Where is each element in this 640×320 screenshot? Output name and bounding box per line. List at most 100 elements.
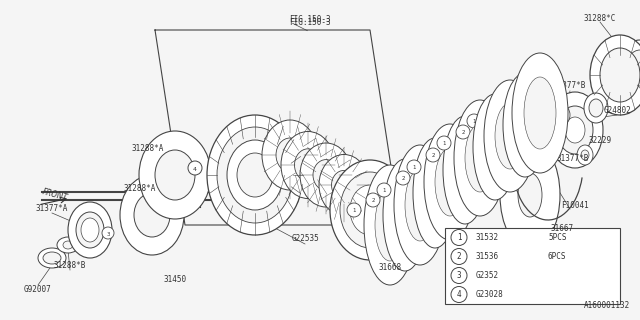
- Ellipse shape: [332, 171, 356, 200]
- Ellipse shape: [473, 94, 517, 200]
- Ellipse shape: [134, 193, 170, 237]
- Ellipse shape: [467, 114, 481, 128]
- Ellipse shape: [554, 105, 570, 125]
- Ellipse shape: [319, 155, 369, 215]
- Ellipse shape: [502, 125, 518, 147]
- Ellipse shape: [139, 131, 211, 219]
- Text: 31288*C: 31288*C: [584, 13, 616, 22]
- Ellipse shape: [454, 100, 506, 216]
- Text: 31667: 31667: [550, 223, 573, 233]
- Bar: [445, 228, 620, 304]
- Ellipse shape: [227, 140, 283, 210]
- Text: 31450: 31450: [163, 276, 187, 284]
- Ellipse shape: [63, 241, 73, 249]
- Ellipse shape: [405, 169, 435, 241]
- Text: 2: 2: [461, 130, 465, 134]
- Text: 31377*B: 31377*B: [557, 154, 589, 163]
- Ellipse shape: [442, 171, 458, 193]
- Text: 31288*A: 31288*A: [124, 183, 156, 193]
- Ellipse shape: [396, 171, 410, 185]
- Text: G23028: G23028: [476, 290, 504, 299]
- Ellipse shape: [340, 172, 400, 248]
- Ellipse shape: [456, 125, 470, 139]
- Circle shape: [451, 268, 467, 284]
- Ellipse shape: [512, 53, 568, 173]
- Text: A160001132: A160001132: [584, 301, 630, 310]
- Ellipse shape: [581, 150, 589, 160]
- Ellipse shape: [102, 227, 114, 239]
- Ellipse shape: [626, 50, 640, 86]
- Text: FIG.150-3: FIG.150-3: [289, 18, 331, 27]
- Ellipse shape: [428, 182, 442, 204]
- Ellipse shape: [618, 40, 640, 96]
- Text: 1: 1: [500, 95, 504, 100]
- Ellipse shape: [237, 153, 273, 197]
- Ellipse shape: [81, 218, 99, 242]
- Ellipse shape: [57, 237, 79, 253]
- Ellipse shape: [590, 35, 640, 115]
- Text: 31377*A: 31377*A: [36, 204, 68, 212]
- Ellipse shape: [518, 115, 532, 135]
- Ellipse shape: [68, 202, 112, 258]
- Ellipse shape: [313, 160, 339, 190]
- Ellipse shape: [217, 127, 293, 223]
- Ellipse shape: [377, 183, 391, 197]
- Ellipse shape: [394, 145, 446, 265]
- Circle shape: [451, 286, 467, 302]
- Text: 1: 1: [442, 140, 445, 146]
- Text: 31536: 31536: [476, 252, 499, 261]
- Ellipse shape: [589, 99, 603, 117]
- Ellipse shape: [435, 148, 465, 216]
- Ellipse shape: [38, 248, 66, 268]
- Text: 4: 4: [457, 290, 461, 299]
- Ellipse shape: [524, 77, 556, 149]
- Ellipse shape: [412, 193, 428, 217]
- Ellipse shape: [120, 175, 184, 255]
- Text: 31668: 31668: [378, 263, 401, 273]
- Text: 6PCS: 6PCS: [548, 252, 566, 261]
- Circle shape: [451, 229, 467, 245]
- Ellipse shape: [547, 92, 603, 168]
- Text: 31377*B: 31377*B: [554, 81, 586, 90]
- Text: 5PCS: 5PCS: [548, 233, 566, 242]
- Ellipse shape: [426, 148, 440, 162]
- Circle shape: [451, 249, 467, 265]
- Ellipse shape: [364, 165, 416, 285]
- Ellipse shape: [531, 101, 549, 125]
- Text: 1: 1: [472, 118, 476, 124]
- Text: 31288*A: 31288*A: [132, 143, 164, 153]
- Ellipse shape: [300, 143, 352, 207]
- Ellipse shape: [484, 80, 536, 192]
- Text: FRONT: FRONT: [41, 187, 68, 203]
- Ellipse shape: [262, 120, 318, 190]
- Ellipse shape: [577, 145, 593, 165]
- Ellipse shape: [495, 91, 509, 105]
- Text: G22535: G22535: [291, 234, 319, 243]
- Text: F10041: F10041: [561, 201, 589, 210]
- Ellipse shape: [437, 136, 451, 150]
- Ellipse shape: [503, 73, 547, 177]
- Ellipse shape: [330, 160, 410, 260]
- Ellipse shape: [413, 138, 457, 248]
- Text: 1: 1: [382, 188, 386, 193]
- Ellipse shape: [281, 132, 335, 198]
- Text: 2: 2: [431, 153, 435, 157]
- Ellipse shape: [465, 124, 495, 192]
- Text: 1: 1: [412, 164, 416, 170]
- Text: 1: 1: [457, 233, 461, 242]
- Ellipse shape: [347, 203, 361, 217]
- Text: 31532: 31532: [476, 233, 499, 242]
- Ellipse shape: [424, 124, 476, 240]
- Ellipse shape: [600, 48, 640, 102]
- Ellipse shape: [43, 252, 61, 264]
- Text: 2: 2: [492, 108, 495, 113]
- Ellipse shape: [375, 189, 405, 261]
- Ellipse shape: [350, 185, 390, 235]
- Text: G2352: G2352: [476, 271, 499, 280]
- Text: 3: 3: [106, 231, 109, 236]
- Ellipse shape: [486, 103, 500, 117]
- Ellipse shape: [207, 115, 303, 235]
- Text: 2: 2: [401, 175, 404, 180]
- Text: 2: 2: [371, 197, 375, 203]
- Ellipse shape: [584, 93, 608, 123]
